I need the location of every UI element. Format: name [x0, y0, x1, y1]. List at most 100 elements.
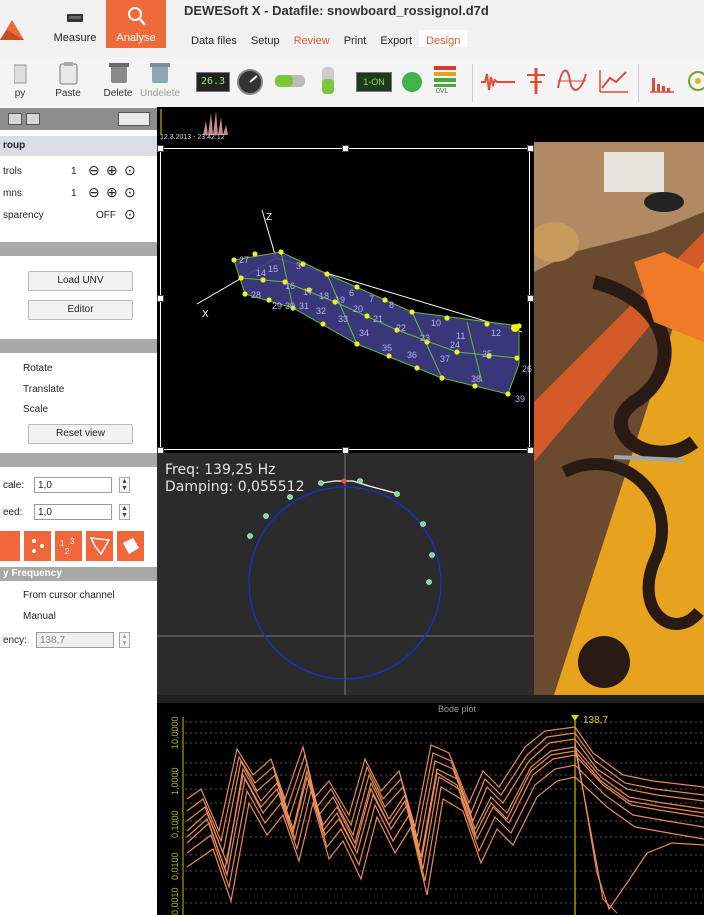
- wireframe-mode-button[interactable]: [86, 531, 113, 561]
- from-cursor-channel-option[interactable]: From cursor channel: [23, 590, 115, 601]
- selection-frame[interactable]: [160, 148, 530, 450]
- controls-dropdown-icon[interactable]: ⊙: [124, 162, 136, 178]
- menu-setup[interactable]: Setup: [250, 35, 280, 47]
- app-logo-icon: [0, 20, 24, 40]
- translate-option[interactable]: Translate: [23, 384, 65, 395]
- columns-dropdown-icon[interactable]: ⊙: [124, 184, 136, 200]
- analyse-mode-button[interactable]: Analyse: [106, 0, 166, 48]
- scope-icon[interactable]: [524, 66, 548, 96]
- digital-meter-widget[interactable]: 26.3: [196, 72, 230, 92]
- resize-handle-tl[interactable]: [157, 145, 164, 152]
- scale-spinner[interactable]: ▲ ▼: [119, 477, 130, 493]
- mode-button-1[interactable]: [0, 531, 20, 561]
- undelete-icon: [150, 63, 170, 83]
- node-label-32: 32: [316, 306, 327, 316]
- resize-handle-tr[interactable]: [527, 145, 534, 152]
- speed-input[interactable]: 1,0: [34, 504, 112, 520]
- node-label-8: 8: [389, 300, 395, 310]
- node-label-20: 20: [353, 304, 364, 314]
- resize-handle-mr[interactable]: [527, 295, 534, 302]
- copy-icon: [14, 64, 27, 84]
- surface-mode-button[interactable]: [117, 531, 144, 561]
- overview-waveform: [160, 109, 228, 135]
- level-bars-icon: [434, 66, 456, 87]
- panel-tab-strip: [0, 108, 157, 130]
- editor-button[interactable]: Editor: [28, 300, 133, 320]
- delete-button[interactable]: Delete: [96, 57, 140, 105]
- surface-icon: [123, 538, 139, 554]
- panel-separator: [157, 695, 704, 703]
- menu-print[interactable]: Print: [343, 35, 367, 47]
- decrease-columns-icon[interactable]: ⊖: [88, 184, 100, 200]
- frequency-input[interactable]: 138,7: [36, 632, 114, 648]
- overload-bar-widget[interactable]: 0VL: [432, 64, 458, 98]
- vector-scope-icon[interactable]: [556, 68, 588, 94]
- controls-row: trols 1 ⊖ ⊕ ⊙: [0, 162, 157, 182]
- analog-gauge-icon[interactable]: [236, 68, 264, 96]
- recorder-icon[interactable]: [480, 68, 516, 96]
- undelete-button[interactable]: Undelete: [140, 57, 180, 105]
- menu-design[interactable]: Design: [419, 30, 468, 47]
- menu-review[interactable]: Review: [293, 35, 330, 47]
- toolbar-divider-2: [638, 64, 639, 102]
- resize-handle-ml[interactable]: [157, 295, 164, 302]
- undelete-label: Undelete: [140, 88, 181, 99]
- polar-plot: [157, 453, 534, 695]
- node-label-15: 15: [268, 264, 279, 274]
- manual-option[interactable]: Manual: [23, 611, 56, 622]
- recorder-overview[interactable]: [157, 107, 704, 142]
- menu-export[interactable]: Export: [380, 35, 413, 47]
- indicator-lamp-icon[interactable]: [400, 70, 424, 94]
- main-menu: Data files Setup Review Print Export Design: [184, 30, 468, 52]
- frequency-spinner[interactable]: ▲ ▼: [119, 632, 130, 648]
- node-label-10: 10: [431, 318, 442, 328]
- ruler-tool-icon[interactable]: [118, 112, 150, 126]
- horizontal-bar-icon[interactable]: [274, 70, 308, 92]
- rotate-option[interactable]: Rotate: [23, 363, 53, 374]
- node-label-31: 31: [299, 301, 310, 311]
- camera-frame-image: [534, 142, 704, 695]
- node-label-21: 21: [373, 314, 384, 324]
- xy-plot-icon[interactable]: [598, 68, 630, 94]
- geometry-section-header: [0, 242, 157, 256]
- measure-label: Measure: [53, 32, 97, 44]
- transparency-dropdown-icon[interactable]: ⊙: [124, 206, 136, 222]
- columns-label: mns: [3, 188, 22, 199]
- transparency-label: sparency: [3, 210, 44, 221]
- increase-columns-icon[interactable]: ⊕: [106, 184, 118, 200]
- dots-icon: [32, 539, 44, 553]
- nodes-mode-button[interactable]: [24, 531, 51, 561]
- increase-controls-icon[interactable]: ⊕: [106, 162, 118, 178]
- speed-spinner[interactable]: ▲ ▼: [119, 504, 130, 520]
- orbit-icon[interactable]: [684, 68, 704, 94]
- decrease-controls-icon[interactable]: ⊖: [88, 162, 100, 178]
- discrete-display-widget[interactable]: 1-ON: [356, 72, 392, 92]
- node-label-29: 29: [272, 301, 283, 311]
- paste-label: Paste: [55, 88, 81, 99]
- 3d-mode-shape-view[interactable]: Z X 27 14 15 3 28 16 17 18 19 6 7 8 29 3…: [157, 142, 534, 453]
- grid-view-icon[interactable]: [8, 113, 22, 125]
- reset-view-button[interactable]: Reset view: [28, 424, 133, 444]
- load-unv-button[interactable]: Load UNV: [28, 271, 133, 291]
- recorder-time-range: 12.3.2013 - 23:42:12: [160, 134, 225, 141]
- menu-data-files[interactable]: Data files: [191, 35, 237, 47]
- resize-handle-tc[interactable]: [342, 145, 349, 152]
- polar-damping-readout: Damping: 0,055512: [165, 479, 305, 495]
- bode-plot[interactable]: [157, 703, 704, 915]
- video-camera-view[interactable]: [534, 142, 704, 695]
- node-label-12: 12: [491, 328, 502, 338]
- fft-icon[interactable]: [648, 68, 676, 94]
- scale-input[interactable]: 1,0: [34, 477, 112, 493]
- node-label-38: 38: [471, 374, 482, 384]
- copy-button[interactable]: py: [0, 57, 40, 105]
- transparency-value[interactable]: OFF: [96, 210, 116, 221]
- group-header: roup: [3, 140, 26, 151]
- vertical-bar-icon[interactable]: [318, 66, 340, 96]
- paste-button[interactable]: Paste: [46, 57, 90, 105]
- measure-mode-button[interactable]: Measure: [44, 0, 106, 48]
- nyquist-polar-view[interactable]: [157, 453, 534, 695]
- wireframe-icon: [89, 537, 111, 556]
- scale-option[interactable]: Scale: [23, 404, 49, 415]
- plot-view-icon[interactable]: [26, 113, 40, 125]
